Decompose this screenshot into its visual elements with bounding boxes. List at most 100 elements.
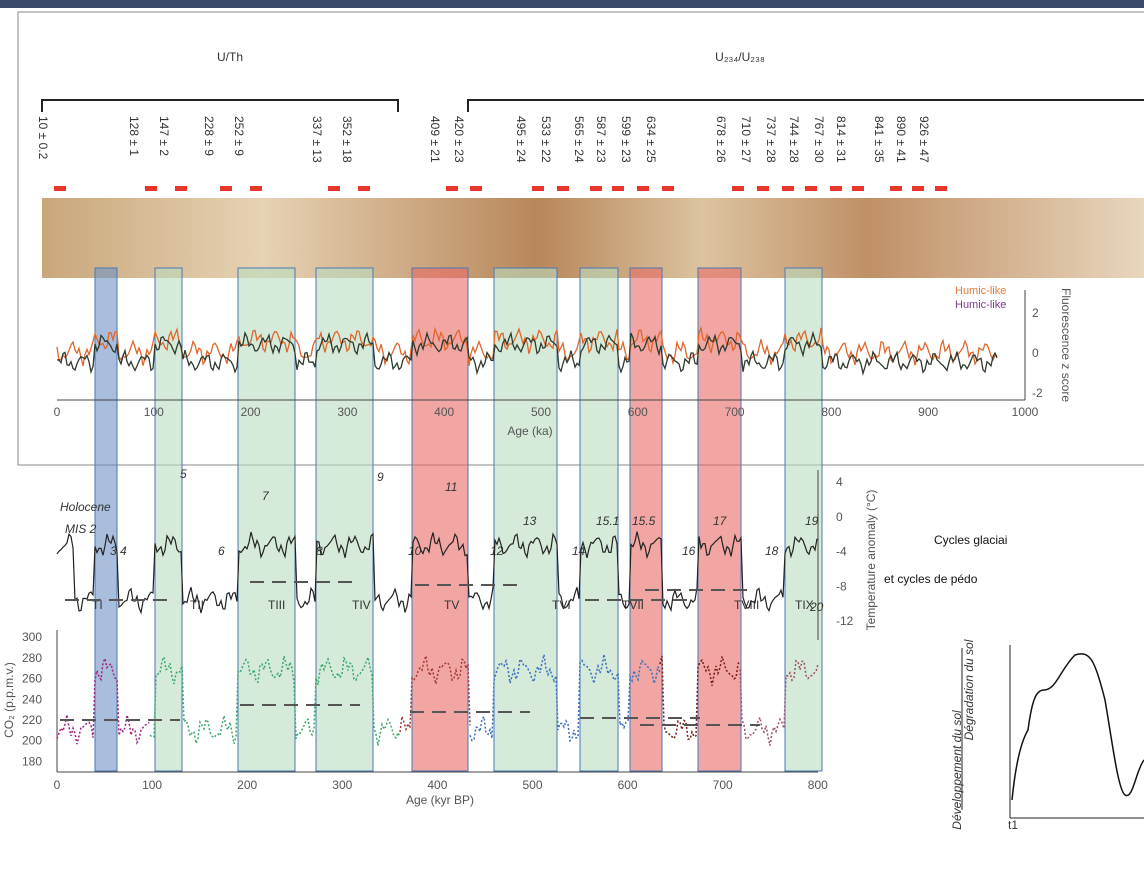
x-tick-label: 800 bbox=[821, 405, 841, 419]
slide-title: et cycles de pédo bbox=[884, 572, 978, 586]
axis-title: Fluorescence z score bbox=[1059, 288, 1073, 402]
x-tick-label: 500 bbox=[522, 778, 542, 792]
termination-label: TIII bbox=[268, 598, 285, 612]
y-tick-label: 300 bbox=[22, 630, 42, 644]
axis-title: CO₂ (p.p.m.v.) bbox=[2, 662, 16, 738]
sample-marker bbox=[612, 186, 624, 191]
sample-marker bbox=[637, 186, 649, 191]
method-label: U₂₃₄/U₂₃₈ bbox=[715, 50, 765, 64]
sample-marker bbox=[935, 186, 947, 191]
stage-label: 17 bbox=[713, 514, 728, 528]
x-tick-label: 400 bbox=[434, 405, 454, 419]
sample-age: 890 ± 41 bbox=[894, 116, 908, 163]
sample-age: 565 ± 24 bbox=[572, 116, 586, 163]
sample-marker bbox=[328, 186, 340, 191]
core-image bbox=[42, 198, 1144, 278]
sample-marker bbox=[912, 186, 924, 191]
sample-marker bbox=[250, 186, 262, 191]
sample-age: 814 ± 31 bbox=[834, 116, 848, 163]
y-tick-label: 220 bbox=[22, 713, 42, 727]
sample-marker bbox=[175, 186, 187, 191]
y-tick-label: 200 bbox=[22, 734, 42, 748]
x-tick-label: 300 bbox=[332, 778, 352, 792]
sample-age: 352 ± 18 bbox=[340, 116, 354, 163]
y-tick-label: 0 bbox=[1032, 346, 1039, 360]
termination-label: TIX bbox=[795, 598, 814, 612]
sample-age: 128 ± 1 bbox=[127, 116, 141, 156]
x-tick-label: 100 bbox=[144, 405, 164, 419]
sample-marker bbox=[470, 186, 482, 191]
stage-label: 13 bbox=[523, 514, 537, 528]
stage-label: 16 bbox=[682, 544, 696, 558]
stage-label: 15.1 bbox=[596, 514, 619, 528]
x-tick-label: 900 bbox=[918, 405, 938, 419]
x-tick-label: 600 bbox=[628, 405, 648, 419]
stage-label: 11 bbox=[445, 480, 457, 494]
sample-age: 252 ± 9 bbox=[232, 116, 246, 156]
y-tick-label: 180 bbox=[22, 754, 42, 768]
y-tick-label: -4 bbox=[836, 545, 847, 559]
sample-marker bbox=[145, 186, 157, 191]
sample-age: 495 ± 24 bbox=[514, 116, 528, 163]
sample-marker bbox=[782, 186, 794, 191]
stage-label: 6 bbox=[218, 544, 225, 558]
legend-entry: Humic-like bbox=[955, 299, 1006, 311]
stage-label: 18 bbox=[765, 544, 779, 558]
x-tick-label: 500 bbox=[531, 405, 551, 419]
sample-age: 634 ± 25 bbox=[644, 116, 658, 163]
slide: U/ThU₂₃₄/U₂₃₈10 ± 0.2128 ± 1147 ± 2228 ±… bbox=[0, 0, 1144, 880]
x-tick-label: 700 bbox=[713, 778, 733, 792]
sample-marker bbox=[54, 186, 66, 191]
x-tick-label: 0 bbox=[54, 778, 61, 792]
sample-age: 599 ± 23 bbox=[619, 116, 633, 163]
legend-entry: Humic-like bbox=[955, 285, 1006, 297]
sample-age: 678 ± 26 bbox=[714, 116, 728, 163]
sample-marker bbox=[852, 186, 864, 191]
axis-title: Développement du sol bbox=[950, 710, 964, 830]
stage-label: MIS 2 bbox=[65, 522, 97, 536]
y-tick-label: 240 bbox=[22, 692, 42, 706]
y-tick-label: 2 bbox=[1032, 306, 1039, 320]
sample-marker bbox=[805, 186, 817, 191]
sample-age: 420 ± 23 bbox=[452, 116, 466, 163]
soil-curve bbox=[1012, 654, 1144, 800]
sample-marker bbox=[358, 186, 370, 191]
sample-age: 926 ± 47 bbox=[917, 116, 931, 163]
sample-marker bbox=[220, 186, 232, 191]
sample-age: 737 ± 28 bbox=[764, 116, 778, 163]
sample-marker bbox=[732, 186, 744, 191]
sample-age: 147 ± 2 bbox=[157, 116, 171, 156]
stage-label: Holocene bbox=[60, 500, 111, 514]
termination-label: TV bbox=[444, 598, 459, 612]
top-bar bbox=[0, 0, 1144, 8]
x-tick-label: 800 bbox=[808, 778, 828, 792]
y-tick-label: -8 bbox=[836, 579, 847, 593]
axis-title: Temperature anomaly (°C) bbox=[864, 490, 878, 631]
period-box bbox=[95, 268, 117, 771]
x-tick-label: 100 bbox=[142, 778, 162, 792]
x-tick-label: 200 bbox=[237, 778, 257, 792]
termination-label: TIV bbox=[352, 598, 371, 612]
x-tick-label: 300 bbox=[337, 405, 357, 419]
axis-title: Age (ka) bbox=[507, 424, 552, 438]
axis-title: t1 bbox=[1008, 818, 1018, 832]
stage-label: 5 bbox=[180, 467, 187, 481]
y-tick-label: -12 bbox=[836, 614, 854, 628]
sample-age: 533 ± 22 bbox=[539, 116, 553, 163]
sample-marker bbox=[532, 186, 544, 191]
stage-label: 3 4 bbox=[110, 544, 127, 558]
x-tick-label: 0 bbox=[54, 405, 61, 419]
stage-label: 9 bbox=[377, 470, 384, 484]
y-tick-label: 260 bbox=[22, 672, 42, 686]
sample-marker bbox=[890, 186, 902, 191]
axis-title: Age (kyr BP) bbox=[406, 793, 474, 807]
stage-label: 19 bbox=[805, 514, 819, 528]
sample-marker bbox=[590, 186, 602, 191]
sample-age: 337 ± 13 bbox=[310, 116, 324, 163]
sample-age: 10 ± 0.2 bbox=[36, 116, 50, 160]
sample-marker bbox=[757, 186, 769, 191]
slide-title: Cycles glaciai bbox=[934, 533, 1007, 547]
sample-age: 744 ± 28 bbox=[787, 116, 801, 163]
y-tick-label: 4 bbox=[836, 475, 843, 489]
sample-age: 767 ± 30 bbox=[812, 116, 826, 163]
